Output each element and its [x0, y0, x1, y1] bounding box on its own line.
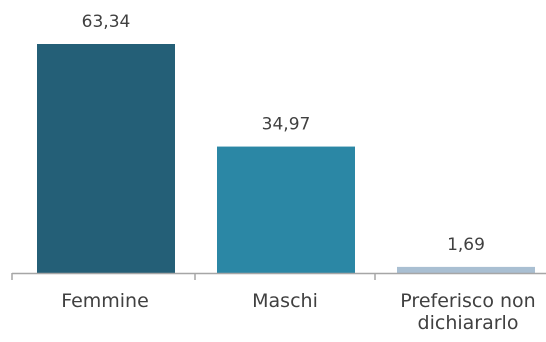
value-label-2: 34,97 [262, 115, 311, 135]
value-label-3: 1,69 [447, 235, 485, 255]
bar-3 [397, 266, 535, 273]
category-label-3: Preferisco non dichiararlo [400, 290, 535, 334]
value-label-1: 63,34 [82, 12, 131, 32]
category-label-1: Femmine [61, 290, 149, 312]
bar-2 [217, 146, 355, 273]
x-axis-ticks [11, 273, 376, 280]
bars-group [37, 44, 535, 273]
category-labels-group: Femmine Maschi Preferisco non dichiararlo [61, 290, 536, 334]
bar-1 [37, 44, 175, 273]
value-labels-group: 63,34 34,97 1,69 [82, 12, 485, 255]
category-label-2: Maschi [252, 290, 318, 312]
